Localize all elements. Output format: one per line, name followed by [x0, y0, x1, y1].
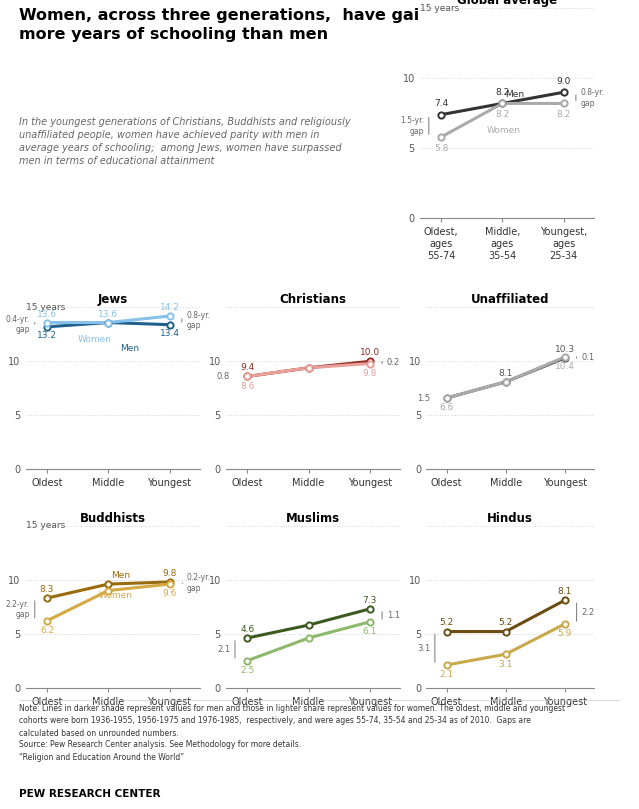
- Title: Jews: Jews: [98, 293, 128, 307]
- Text: 0.2: 0.2: [387, 358, 400, 367]
- Text: 10.0: 10.0: [360, 348, 380, 357]
- Text: 6.1: 6.1: [362, 627, 377, 636]
- Text: 13.6: 13.6: [37, 310, 57, 319]
- Text: 1.5-yr.
gap: 1.5-yr. gap: [400, 116, 424, 136]
- Text: 5.2: 5.2: [440, 618, 454, 627]
- Text: 5.8: 5.8: [434, 144, 448, 153]
- Text: 9.0: 9.0: [557, 77, 571, 86]
- Text: 0.4-yr.
gap: 0.4-yr. gap: [6, 315, 30, 334]
- Text: 14.2: 14.2: [160, 303, 180, 312]
- Text: 8.6: 8.6: [240, 382, 254, 391]
- Text: 5.2: 5.2: [498, 618, 513, 627]
- Text: PEW RESEARCH CENTER: PEW RESEARCH CENTER: [19, 789, 160, 798]
- Text: 8.2: 8.2: [495, 111, 509, 120]
- Text: 9.4: 9.4: [240, 363, 254, 372]
- Text: Men: Men: [505, 91, 525, 100]
- Text: Women, across three generations,  have gained
more years of schooling than men: Women, across three generations, have ga…: [19, 8, 453, 42]
- Text: 6.2: 6.2: [40, 626, 54, 635]
- Text: 13.4: 13.4: [160, 329, 180, 338]
- Text: 3.1: 3.1: [498, 659, 513, 668]
- Text: 7.4: 7.4: [434, 100, 448, 108]
- Text: 6.6: 6.6: [440, 404, 454, 413]
- Text: 0.2-yr.
gap: 0.2-yr. gap: [187, 574, 211, 593]
- Text: 1.1: 1.1: [387, 611, 400, 620]
- Text: 0.1: 0.1: [581, 353, 594, 362]
- Text: 2.2: 2.2: [581, 608, 594, 616]
- Text: 1.5: 1.5: [417, 393, 430, 403]
- Text: Men: Men: [121, 344, 140, 353]
- Text: 3.1: 3.1: [417, 644, 430, 653]
- Text: 8.1: 8.1: [498, 369, 513, 378]
- Text: 9.8: 9.8: [162, 569, 177, 578]
- Text: 15 years: 15 years: [26, 521, 65, 531]
- Title: Buddhists: Buddhists: [80, 511, 146, 525]
- Text: 13.2: 13.2: [37, 331, 57, 340]
- Text: 10.3: 10.3: [555, 345, 575, 354]
- Text: 2.5: 2.5: [240, 666, 254, 675]
- Title: Muslims: Muslims: [286, 511, 340, 525]
- Text: 0.8-yr.
gap: 0.8-yr. gap: [187, 311, 211, 330]
- Text: 0.8-yr.
gap: 0.8-yr. gap: [581, 88, 604, 108]
- Text: 13.6: 13.6: [98, 310, 118, 319]
- Title: Christians: Christians: [280, 293, 346, 307]
- Text: 0.8: 0.8: [217, 372, 230, 381]
- Title: Hindus: Hindus: [487, 511, 533, 525]
- Text: In the youngest generations of Christians, Buddhists and religiously
unaffiliate: In the youngest generations of Christian…: [19, 116, 351, 167]
- Text: Women: Women: [99, 591, 133, 600]
- Text: 9.6: 9.6: [162, 590, 177, 599]
- Text: 8.2: 8.2: [557, 111, 571, 120]
- Text: 5.9: 5.9: [558, 629, 572, 638]
- Title: Global average: Global average: [457, 0, 557, 7]
- Text: 8.2: 8.2: [495, 88, 509, 97]
- Text: 8.3: 8.3: [40, 585, 54, 594]
- Text: 10.4: 10.4: [555, 362, 574, 371]
- Text: 7.3: 7.3: [362, 595, 377, 604]
- Title: Unaffiliated: Unaffiliated: [471, 293, 550, 307]
- Text: 2.2-yr.
gap: 2.2-yr. gap: [6, 599, 30, 619]
- Text: Women: Women: [487, 126, 521, 135]
- Text: Note: Lines in darker shade represent values for men and those in lighter share : Note: Lines in darker shade represent va…: [19, 704, 566, 738]
- Text: Men: Men: [111, 570, 130, 579]
- Text: 4.6: 4.6: [240, 625, 254, 633]
- Text: 2.1: 2.1: [440, 671, 454, 680]
- Text: 8.1: 8.1: [558, 587, 572, 596]
- Text: Source: Pew Research Center analysis. See Methodology for more details.
“Religio: Source: Pew Research Center analysis. Se…: [19, 740, 302, 762]
- Text: 9.8: 9.8: [362, 369, 377, 378]
- Text: 15 years: 15 years: [420, 3, 459, 13]
- Text: 2.1: 2.1: [217, 645, 230, 654]
- Text: 15 years: 15 years: [26, 303, 65, 312]
- Text: Women: Women: [78, 335, 112, 344]
